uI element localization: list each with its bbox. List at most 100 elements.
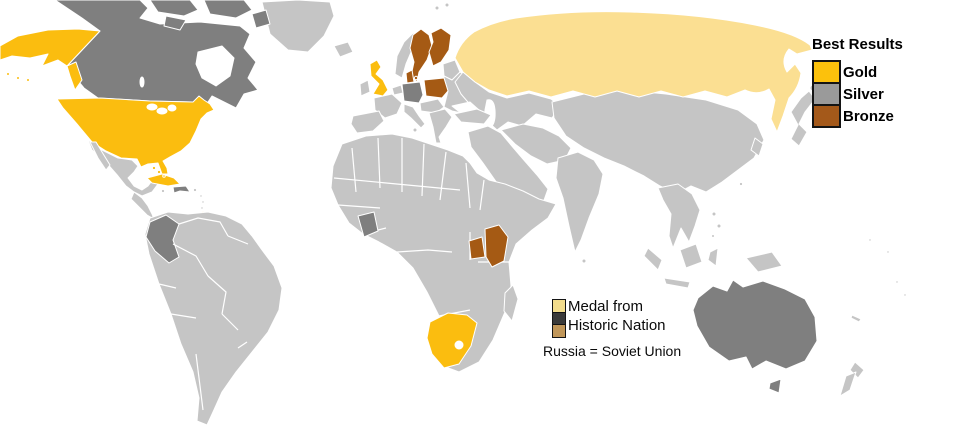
silver-label: Silver <box>843 85 884 103</box>
sumatra-island <box>643 247 663 271</box>
country-alaska-usa <box>0 28 101 67</box>
legend-best-results: Best Results Gold Silver Bronze <box>812 36 903 128</box>
bahamas-island <box>156 169 162 175</box>
antilles-island <box>201 200 205 204</box>
madagascar-island <box>503 284 519 322</box>
country-ireland <box>359 79 371 97</box>
legend-historic-nation: Medal from Historic Nation Russia = Sovi… <box>543 297 681 359</box>
country-lesotho <box>454 340 464 350</box>
silver-swatch <box>812 82 841 106</box>
country-iran <box>500 123 572 165</box>
country-cuba <box>146 173 181 187</box>
philippines-island <box>711 211 717 217</box>
canada-arctic-island <box>251 9 271 29</box>
aleutian-island <box>26 78 30 82</box>
country-ivory-coast <box>357 211 379 238</box>
country-sweden <box>409 28 433 83</box>
pacific-island <box>903 293 907 297</box>
country-italy <box>403 103 426 129</box>
bronze-label: Bronze <box>843 107 894 125</box>
historic-legend-line1: Medal from <box>568 298 644 315</box>
aleutian-island <box>6 72 10 76</box>
hudson-bay <box>195 45 235 87</box>
historic-bronze-swatch <box>552 324 566 338</box>
south-america-borders <box>158 217 249 411</box>
country-korea <box>750 137 764 157</box>
country-russia-soviet-union <box>454 11 813 133</box>
gold-swatch <box>812 60 841 84</box>
country-colombia <box>145 214 180 264</box>
country-benelux <box>391 84 404 96</box>
country-turkey <box>453 108 492 125</box>
baja-california <box>89 141 111 171</box>
borneo-island <box>679 243 703 269</box>
country-iceland <box>333 41 354 58</box>
country-kenya <box>484 224 509 268</box>
great-lake <box>156 107 168 115</box>
sicily-island <box>412 127 418 133</box>
gold-label: Gold <box>843 63 878 81</box>
antilles-island <box>199 194 203 198</box>
bahamas-island <box>151 165 157 171</box>
pacific-island <box>886 250 890 254</box>
country-south-africa <box>426 312 478 369</box>
legend-title: Best Results <box>812 36 903 53</box>
country-greenland <box>261 0 335 53</box>
country-france <box>373 93 403 119</box>
country-balkans <box>428 108 453 144</box>
country-middle-east <box>467 125 549 212</box>
pacific-island <box>895 280 899 284</box>
bronze-swatch <box>812 104 841 128</box>
legend-row-silver: Silver <box>812 82 903 106</box>
new-zealand-south <box>839 371 857 397</box>
historic-swatch-column <box>552 299 566 338</box>
svalbard-island <box>434 5 440 11</box>
country-united-states <box>56 95 215 175</box>
philippines-island <box>716 223 722 229</box>
country-india <box>555 151 604 253</box>
legend-row-bronze: Bronze <box>812 104 903 128</box>
country-china <box>551 89 765 195</box>
africa <box>330 133 557 373</box>
country-finland <box>428 27 452 67</box>
aleutian-island <box>16 76 20 80</box>
country-se-asia <box>657 183 701 249</box>
taiwan-island <box>738 181 744 187</box>
south-america <box>144 211 283 426</box>
new-zealand-north <box>849 361 865 379</box>
canada-arctic-island <box>203 0 253 19</box>
new-guinea-island <box>745 251 783 273</box>
country-denmark <box>405 69 415 84</box>
puerto-rico-island <box>192 187 198 193</box>
antilles-island <box>200 206 204 210</box>
russia-soviet-union-note: Russia = Soviet Union <box>543 343 682 359</box>
country-uganda <box>468 236 486 260</box>
country-hispaniola <box>172 185 191 194</box>
great-lake <box>167 104 177 112</box>
canada-arctic-island <box>163 15 187 31</box>
country-japan <box>790 90 816 147</box>
country-united-kingdom <box>369 59 389 97</box>
tasmania-island <box>768 378 782 394</box>
canada-arctic-island <box>149 0 199 17</box>
svalbard-island <box>444 2 450 8</box>
alaska-panhandle <box>66 61 83 91</box>
pacific-island <box>868 238 872 242</box>
new-caledonia-island <box>850 314 862 323</box>
country-iberia <box>350 110 385 134</box>
great-lake <box>146 103 158 111</box>
sulawesi-island <box>707 247 719 267</box>
country-poland <box>423 77 449 99</box>
denmark-island <box>413 75 419 81</box>
java-island <box>663 277 691 289</box>
legend-row-gold: Gold <box>812 60 903 84</box>
jamaica-island <box>160 188 166 194</box>
sri-lanka-island <box>581 258 587 264</box>
philippines-island <box>711 234 715 238</box>
bahamas-island <box>162 174 166 178</box>
country-germany <box>401 81 424 104</box>
country-australia <box>692 279 818 370</box>
lake-winnipeg <box>139 76 145 88</box>
